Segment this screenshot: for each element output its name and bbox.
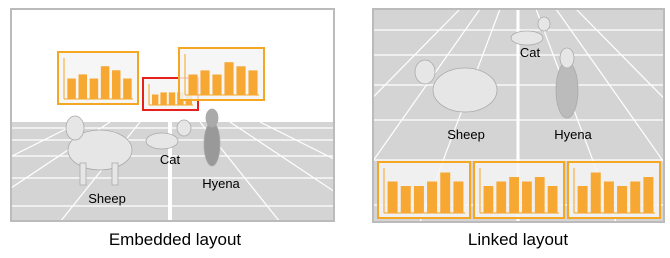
bar [112, 70, 120, 99]
bar [522, 182, 532, 214]
bar [630, 182, 640, 214]
bar [90, 79, 98, 100]
bar [591, 173, 601, 214]
bar [427, 182, 437, 214]
bar [224, 62, 233, 95]
object-label: Sheep [447, 127, 485, 142]
bar [617, 186, 627, 213]
bar [169, 92, 175, 105]
bar [414, 186, 424, 213]
bar [440, 173, 450, 214]
caption: Linked layout [468, 230, 568, 249]
bar [123, 79, 131, 100]
bar [152, 95, 158, 106]
caption: Embedded layout [109, 230, 242, 249]
object-label: Cat [160, 152, 181, 167]
bar [604, 182, 614, 214]
bar [401, 186, 411, 213]
bar [496, 182, 506, 214]
bar [548, 186, 558, 213]
bar [484, 186, 494, 213]
bar [535, 177, 545, 213]
bar [453, 182, 463, 214]
object-label: Hyena [554, 127, 592, 142]
bar [79, 74, 87, 99]
bar [248, 70, 257, 95]
bar [388, 182, 398, 214]
object-label: Sheep [88, 191, 126, 206]
bar [236, 66, 245, 95]
bar [578, 186, 588, 213]
bar [160, 92, 166, 105]
object-label: Cat [520, 45, 541, 60]
figure: Sheep Cat Hyena Cat Sheep Hyena Embe [0, 0, 670, 253]
bar [67, 79, 75, 100]
bar [188, 75, 197, 96]
bar [509, 177, 519, 213]
bar [643, 177, 653, 213]
bar [200, 70, 209, 95]
bar [101, 66, 109, 99]
object-label: Hyena [202, 176, 240, 191]
bar [212, 75, 221, 96]
